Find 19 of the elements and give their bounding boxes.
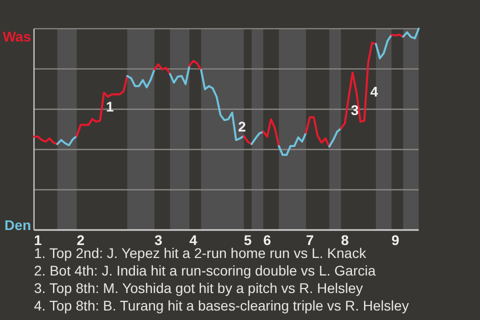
series-label: 1 [106,98,114,115]
x-tick-label: 2 [76,232,85,248]
text: Was [2,28,32,44]
x-tick-label: 5 [244,232,252,248]
x-tick-label: 3 [154,232,162,248]
text: 3. Top 8th: M. Yoshida got hit by a pitch vs R. Helsley [34,280,363,296]
x-tick-label: 9 [391,232,400,248]
x-tick-label: 1 [34,232,42,248]
text: 1. Top 2nd: J. Yepez hit a 2-run home run vs L. Knack [34,245,368,261]
x-tick-label: 7 [306,232,314,248]
x-tick-label: 4 [189,232,198,248]
series-label: 4 [370,84,378,100]
text: 4. Top 8th: B. Turang hit a bases-clearing triple vs R. Helsley [34,298,409,314]
series-label: 2 [238,118,246,134]
x-tick-label: 8 [340,232,349,248]
text: 2. Bot 4th: J. India hit a run-scoring double vs L. Garcia [34,262,376,278]
series-label: 3 [350,102,359,118]
text: Den [4,217,31,233]
x-tick-label: 6 [263,232,272,248]
